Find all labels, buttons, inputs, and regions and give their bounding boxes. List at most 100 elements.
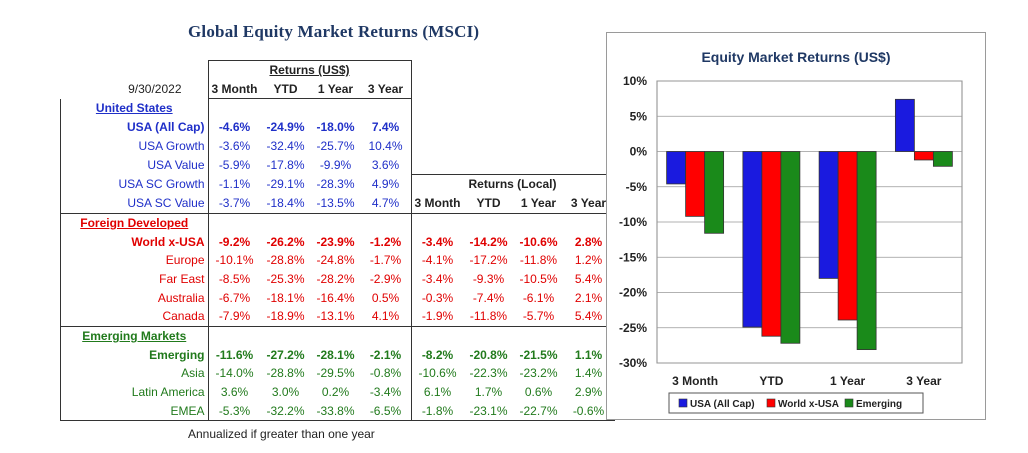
section-header: Foreign Developed (60, 212, 209, 233)
empty-cell (261, 99, 311, 118)
local-value: -4.1% (421, 253, 454, 268)
y-tick-label: 10% (623, 74, 647, 88)
row-label: Far East (60, 269, 209, 289)
bar (837, 151, 858, 321)
row-label: Australia (60, 288, 209, 307)
local-value: -11.8% (519, 253, 558, 268)
empty-cell (411, 212, 464, 233)
empty-cell (411, 325, 464, 346)
row-label: Latin America (60, 382, 209, 402)
legend-box (668, 392, 924, 414)
local-value: -17.2% (469, 253, 508, 268)
local-value: -20.8% (469, 347, 508, 362)
as-of-date: 9/30/2022 (128, 82, 182, 97)
usd-value: 4.1% (360, 306, 412, 327)
bar (666, 151, 687, 185)
local-value: 1.7% (474, 385, 503, 400)
bar (932, 151, 953, 167)
y-tick-label: -20% (619, 286, 647, 300)
chart-panel: Equity Market Returns (US$) 10% 5% 0% -5% -1… (606, 32, 986, 420)
usd-value: -9.9% (319, 158, 352, 173)
local-value: -22.3% (469, 366, 508, 381)
x-tick-label: 3 Year (906, 374, 941, 388)
local-value: -21.5% (519, 347, 558, 362)
table-row: USA SC Growth -1.1% -29.1% -28.3% 4.9% Return… (60, 174, 615, 194)
local-value: -11.8% (469, 309, 508, 324)
period-header-local: 3 Month (414, 196, 461, 211)
usd-value: -27.2% (266, 347, 305, 362)
usd-value: 4.9% (360, 174, 412, 194)
usd-value: -18.4% (266, 196, 305, 211)
empty-cell (514, 118, 564, 137)
local-value: -14.2% (469, 234, 508, 249)
local-value: -22.7% (513, 401, 564, 422)
bar (742, 151, 763, 328)
empty-cell (514, 137, 564, 156)
usd-value: -25.7% (316, 139, 355, 154)
usd-value: -32.2% (260, 401, 311, 422)
usd-value: -7.9% (218, 309, 251, 324)
empty-cell (514, 61, 564, 80)
usd-value: -2.1% (360, 345, 412, 364)
local-value: 5.4% (563, 306, 615, 327)
returns-table-container: Returns (US$) 9/30/2022 3 Month YTD 1 Year 3 … (60, 59, 615, 422)
row-label: USA SC Value (60, 193, 209, 213)
y-tick-label: 5% (630, 109, 648, 123)
bar (780, 151, 801, 344)
usd-value: -6.5% (360, 401, 412, 422)
local-value: 1.1% (563, 345, 615, 364)
empty-cell (464, 155, 514, 174)
y-tick-label: -30% (619, 356, 647, 370)
usd-value: -32.4% (266, 139, 305, 154)
local-value: -23.2% (519, 366, 558, 381)
local-value: 0.6% (524, 385, 553, 400)
usd-value: -24.9% (266, 120, 305, 135)
local-value: 2.1% (563, 288, 615, 307)
bar (685, 151, 706, 217)
empty-cell (61, 61, 209, 80)
bar-chart: 10% 5% 0% -5% -10% -15% -20% -25% -30% 3 Month YTD… (619, 74, 963, 414)
usd-value: -28.3% (316, 177, 355, 192)
local-value: -1.8% (411, 401, 464, 422)
table-row: Far East -8.5% -25.3% -28.2% -2.9% -3.4% -9.3%… (60, 269, 615, 289)
usd-value: -17.8% (266, 158, 305, 173)
empty-cell (411, 80, 464, 99)
empty-cell (513, 212, 564, 233)
local-value: -9.3% (472, 271, 505, 286)
table-row: Canada -7.9% -18.9% -13.1% 4.1% -1.9% -11.8% -5… (60, 306, 615, 327)
table-row: USA Value -5.9% -17.8% -9.9% 3.6% (60, 155, 615, 175)
usd-value: -14.0% (215, 366, 254, 381)
legend-label: USA (All Cap) (690, 399, 755, 410)
x-tick-label: YTD (759, 374, 783, 388)
empty-cell (514, 155, 564, 174)
empty-cell (208, 212, 261, 233)
empty-cell (360, 98, 412, 119)
empty-cell (464, 61, 514, 80)
local-value: 2.9% (563, 382, 615, 402)
empty-cell (310, 325, 361, 346)
row-label: EMEA (60, 401, 209, 422)
local-value: -0.3% (421, 290, 454, 305)
period-header-local: 3 Year (563, 193, 615, 213)
row-label: USA Growth (60, 136, 209, 156)
empty-cell (464, 80, 514, 99)
empty-cell (513, 325, 564, 346)
local-value: -8.2% (421, 347, 454, 362)
usd-value: -16.4% (316, 290, 355, 305)
x-tick-label: 3 Month (672, 374, 718, 388)
empty-cell (411, 61, 464, 80)
usd-value: -33.8% (310, 401, 361, 422)
row-label: Emerging (60, 345, 209, 364)
usd-value: -6.7% (218, 290, 251, 305)
usd-value: -1.7% (360, 250, 412, 270)
usd-value: -23.9% (316, 234, 355, 249)
table-row: USA SC Value -3.7% -18.4% -13.5% 4.7% 3 Month… (60, 193, 615, 213)
y-tick-label: 0% (630, 145, 648, 159)
empty-cell (514, 80, 564, 99)
local-value: -6.1% (522, 290, 555, 305)
empty-cell (208, 99, 261, 118)
usd-value: -28.1% (316, 347, 355, 362)
usd-value: -3.6% (218, 139, 251, 154)
usd-value: 3.6% (220, 385, 249, 400)
local-value: -10.5% (519, 271, 558, 286)
